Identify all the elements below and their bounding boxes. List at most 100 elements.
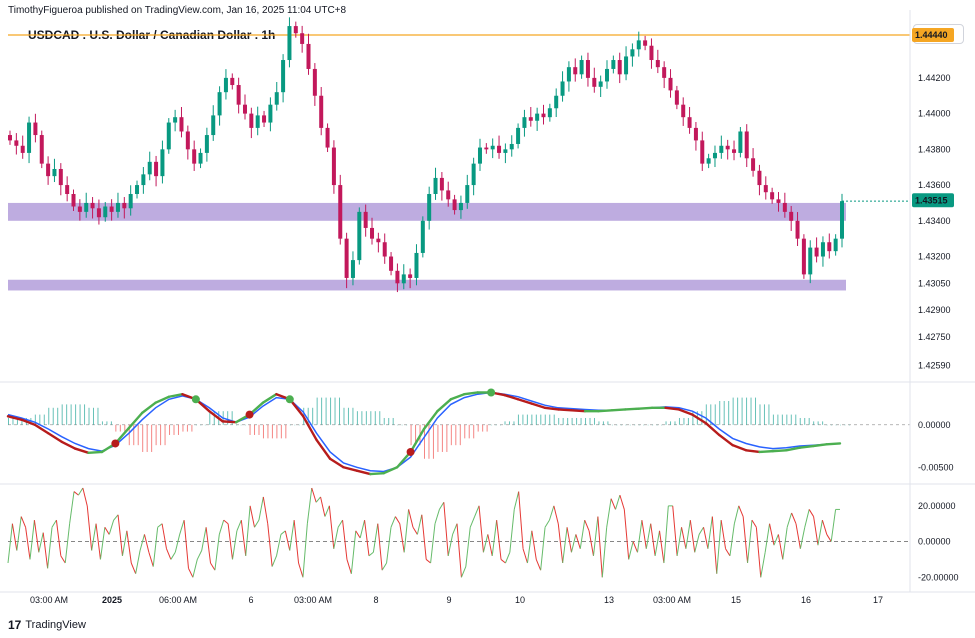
oscillator-segment: [430, 523, 436, 564]
resistance-price-label: 1.44440: [915, 30, 948, 40]
oscillator-segment: [443, 502, 449, 556]
time-tick-label: 03:00 AM: [30, 595, 68, 605]
macd-histogram-bar: [714, 404, 716, 425]
macd-histogram-bar: [258, 424, 260, 435]
candle-body: [211, 115, 216, 136]
oscillator-tick-label: -20.00000: [918, 572, 959, 582]
oscillator-segment: [394, 516, 401, 524]
oscillator-segment: [280, 530, 286, 535]
macd-histogram-bar: [186, 424, 188, 432]
candle-body: [109, 206, 114, 212]
candle-body: [300, 33, 305, 44]
macd-histogram-bar: [692, 411, 694, 425]
oscillator-segment: [302, 523, 308, 578]
macd-histogram-bar: [191, 424, 193, 432]
candle-body: [808, 247, 813, 275]
macd-histogram-bar: [267, 424, 269, 439]
signal-line-segment: [127, 411, 144, 430]
oscillator-segment: [478, 505, 484, 553]
macd-histogram-bar: [831, 424, 833, 426]
oscillator-segment: [597, 516, 603, 578]
candle-body: [477, 147, 482, 164]
macd-histogram-bar: [848, 424, 850, 426]
oscillator-segment: [170, 552, 176, 560]
candle-body: [179, 117, 184, 132]
oscillator-segment: [615, 494, 621, 510]
price-tick-label: 1.43050: [918, 278, 951, 288]
macd-histogram-bar: [701, 411, 703, 425]
macd-histogram-bar: [339, 397, 341, 425]
macd-histogram-bar: [57, 407, 59, 425]
signal-line-segment: [167, 392, 184, 398]
candle-body: [605, 68, 610, 82]
macd-histogram-bar: [437, 424, 439, 452]
signal-line-segment: [771, 449, 788, 453]
macd-histogram-bar: [804, 417, 806, 425]
candle-body: [560, 81, 565, 96]
macd-histogram-bar: [271, 424, 273, 439]
macd-histogram-bar: [334, 397, 336, 425]
signal-line-segment: [355, 469, 372, 476]
macd-histogram-bar: [289, 424, 291, 426]
oscillator-segment: [601, 527, 608, 578]
macd-histogram-bar: [75, 404, 77, 425]
macd-histogram-bar: [245, 424, 247, 426]
candle-body: [719, 145, 724, 153]
oscillator-segment: [553, 505, 559, 524]
oscillator-segment: [350, 530, 357, 574]
oscillator-segment: [725, 548, 731, 557]
oscillator-segment: [579, 520, 586, 549]
candle-body: [490, 145, 495, 150]
oscillator-segment: [161, 523, 167, 549]
candle-body: [630, 49, 635, 57]
time-tick-label: 15: [731, 595, 741, 605]
macd-histogram-bar: [397, 424, 399, 426]
oscillator-segment: [813, 516, 819, 546]
time-tick-label: 10: [515, 595, 525, 605]
macd-histogram-bar: [759, 404, 761, 425]
oscillator-segment: [584, 519, 590, 532]
signal-line-segment: [6, 415, 23, 421]
candle-body: [795, 220, 800, 239]
oscillator-segment: [262, 496, 269, 524]
candle-body: [166, 122, 171, 150]
signal-line-segment: [87, 450, 104, 455]
macd-histogram-bar: [710, 404, 712, 425]
oscillator-segment: [548, 505, 555, 521]
oscillator-segment: [333, 527, 339, 549]
oscillator-segment: [742, 516, 749, 564]
oscillator-segment: [210, 562, 216, 571]
macd-histogram-bar: [840, 424, 841, 426]
publisher-line: TimothyFigueroa published on TradingView…: [8, 5, 347, 16]
oscillator-segment: [782, 527, 788, 560]
oscillator-segment: [126, 530, 132, 564]
oscillator-segment: [681, 527, 687, 549]
oscillator-segment: [421, 514, 427, 560]
macd-histogram-bar: [392, 417, 394, 425]
signal-line-segment: [422, 409, 439, 431]
oscillator-segment: [465, 527, 471, 567]
signal-line-segment: [328, 457, 345, 469]
oscillator-segment: [298, 562, 304, 578]
signal-line-segment: [33, 423, 50, 435]
footer: 17 TradingView: [8, 618, 86, 632]
candle-body: [312, 68, 317, 96]
macd-histogram-bar: [647, 424, 649, 426]
oscillator-segment: [518, 491, 524, 549]
candle-body: [344, 238, 349, 278]
oscillator-segment: [245, 505, 251, 556]
oscillator-segment: [592, 516, 599, 556]
macd-histogram-bar: [34, 414, 36, 425]
candle-body: [382, 242, 387, 257]
oscillator-segment: [47, 527, 53, 569]
price-tick-label: 1.42590: [918, 360, 951, 370]
candle-body: [827, 242, 832, 252]
signal-line-segment: [530, 402, 546, 409]
oscillator-segment: [632, 541, 638, 553]
macd-histogram-bar: [151, 424, 153, 452]
macd-histogram-bar: [119, 424, 121, 432]
macd-histogram-bar: [661, 424, 663, 426]
oscillator-segment: [104, 527, 110, 535]
oscillator-segment: [654, 530, 661, 556]
